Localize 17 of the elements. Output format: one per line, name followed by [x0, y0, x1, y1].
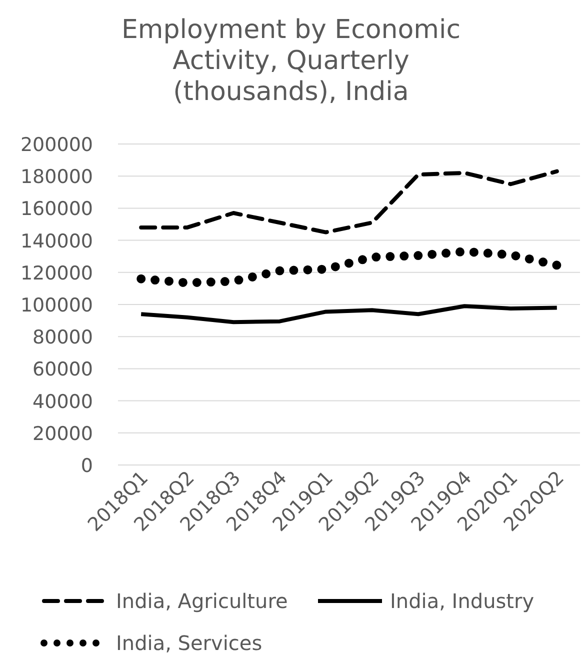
line-series [139, 304, 559, 324]
y-tick-label: 80000 [32, 326, 93, 349]
y-tick-label: 0 [80, 455, 93, 477]
y-tick-label: 40000 [32, 390, 93, 413]
legend-label: India, Agriculture [116, 589, 288, 613]
y-tick-label: 20000 [32, 422, 93, 445]
legend-label: India, Services [116, 631, 262, 655]
y-tick-label: 140000 [20, 230, 93, 252]
chart-title: Employment by Economic Activity, Quarterly (thousands), India [121, 15, 461, 107]
line-series [139, 169, 559, 234]
legend-label: India, Industry [390, 589, 534, 613]
y-tick-label: 180000 [20, 166, 93, 188]
y-tick-label: 160000 [20, 198, 93, 220]
y-tick-label: 100000 [20, 294, 93, 316]
y-tick-label: 120000 [20, 262, 93, 284]
y-tick-label: 60000 [32, 358, 93, 381]
y-tick-label: 200000 [20, 134, 93, 156]
